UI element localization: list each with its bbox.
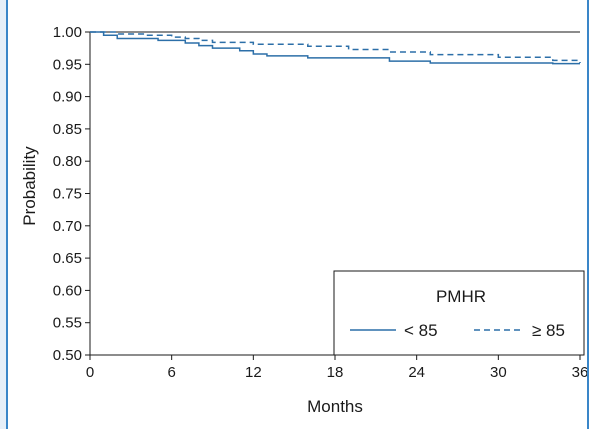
chart-svg: 0.50 0.55 0.60 0.65 0.70 0.75 0.80 0.85 0.90 0.95… xyxy=(20,24,587,416)
x-tick-label-3: 18 xyxy=(327,364,344,381)
legend-title: PMHR xyxy=(436,287,486,306)
y-tick-label-10: 1.00 xyxy=(53,24,82,41)
y-tick-label-2: 0.60 xyxy=(53,282,82,299)
x-tick-label-5: 30 xyxy=(490,364,507,381)
chart-frame: 0.50 0.55 0.60 0.65 0.70 0.75 0.80 0.85 0.90 0.95… xyxy=(6,0,589,429)
series-line-ge85 xyxy=(90,31,581,64)
x-axis-title: Months xyxy=(307,397,363,416)
y-axis-title: Probability xyxy=(20,146,39,226)
y-tick-label-6: 0.80 xyxy=(53,153,82,170)
series-layer xyxy=(90,31,581,65)
y-tick-label-1: 0.55 xyxy=(53,315,82,332)
y-tick-label-0: 0.50 xyxy=(53,347,82,364)
x-tick-label-1: 6 xyxy=(167,364,175,381)
y-tick-label-3: 0.65 xyxy=(53,250,82,267)
y-tick-label-7: 0.85 xyxy=(53,121,82,138)
y-axis: 0.50 0.55 0.60 0.65 0.70 0.75 0.80 0.85 0.90 0.95… xyxy=(53,24,580,364)
legend-label-ge85: ≥ 85 xyxy=(532,321,565,340)
y-tick-label-4: 0.70 xyxy=(53,218,82,235)
x-tick-label-4: 24 xyxy=(408,364,425,381)
y-tick-label-5: 0.75 xyxy=(53,186,82,203)
y-tick-label-8: 0.90 xyxy=(53,89,82,106)
x-axis: 0 6 12 18 24 30 36 xyxy=(86,354,587,381)
x-tick-label-0: 0 xyxy=(86,364,94,381)
x-tick-label-2: 12 xyxy=(245,364,262,381)
legend: PMHR < 85 ≥ 85 xyxy=(333,270,585,356)
series-line-lt85 xyxy=(90,31,580,65)
legend-label-lt85: < 85 xyxy=(404,321,438,340)
legend-box xyxy=(333,270,585,356)
x-tick-label-6: 36 xyxy=(572,364,587,381)
y-tick-label-9: 0.95 xyxy=(53,56,82,73)
